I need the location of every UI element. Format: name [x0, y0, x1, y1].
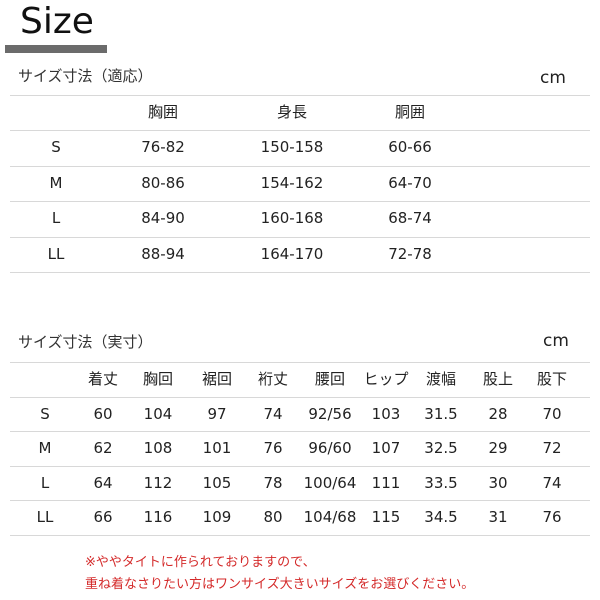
column-header: 裄丈 — [257, 370, 289, 388]
table-cell: 62 — [93, 439, 113, 458]
table-cell: 84-90 — [141, 209, 185, 228]
table-cell: 64 — [93, 473, 113, 492]
table-cell: 103 — [371, 404, 401, 423]
table-cell: 88-94 — [141, 244, 185, 263]
column-header: 胸囲 — [147, 103, 179, 121]
table-cell: 109 — [202, 508, 232, 527]
table-cell: 100/64 — [303, 473, 357, 492]
table-cell: 78 — [263, 473, 283, 492]
table-row: S 60 104 97 74 92/56 103 31.5 28 70 — [0, 397, 600, 432]
table-cell: 115 — [371, 508, 401, 527]
row-divider — [10, 535, 590, 536]
table-cell: 70 — [542, 404, 562, 423]
table-row: L 84-90 160-168 68-74 — [0, 201, 600, 236]
row-divider — [10, 465, 590, 467]
row-divider — [10, 201, 590, 203]
table-cell: 28 — [488, 404, 508, 423]
table-cell: 111 — [371, 473, 401, 492]
table-cell: 164-170 — [260, 244, 324, 263]
table-row: LL 66 116 109 80 104/68 115 34.5 31 76 — [0, 500, 600, 535]
size-label: L — [40, 473, 50, 492]
column-header: 着丈 — [87, 370, 119, 388]
column-header: 胴囲 — [394, 103, 426, 121]
column-header: 腰回 — [314, 370, 346, 388]
row-divider — [10, 130, 590, 132]
column-header: 渡幅 — [425, 370, 457, 388]
table-cell: 80 — [263, 508, 283, 527]
column-header: ヒップ — [363, 370, 409, 388]
row-divider — [10, 95, 590, 96]
size-label: L — [51, 209, 61, 228]
table-cell: 76 — [542, 508, 562, 527]
table-cell: 160-168 — [260, 209, 324, 228]
table-cell: 76 — [263, 439, 283, 458]
table-cell: 76-82 — [141, 138, 185, 157]
column-header: 胸回 — [142, 370, 174, 388]
row-divider — [10, 431, 590, 433]
table-cell: 80-86 — [141, 173, 185, 192]
table-cell: 32.5 — [424, 439, 458, 458]
table-cell: 104 — [143, 404, 173, 423]
actual-table-heading: サイズ寸法（実寸） — [18, 333, 153, 351]
table-cell: 101 — [202, 439, 232, 458]
table-row: M 62 108 101 76 96/60 107 32.5 29 72 — [0, 431, 600, 466]
table-cell: 33.5 — [424, 473, 458, 492]
table-cell: 60 — [93, 404, 113, 423]
title-underline-bar — [5, 45, 107, 53]
table-cell: 31 — [488, 508, 508, 527]
table-row: S 76-82 150-158 60-66 — [0, 130, 600, 165]
table-cell: 66 — [93, 508, 113, 527]
column-header: 股下 — [536, 370, 568, 388]
table-cell: 74 — [263, 404, 283, 423]
size-label: M — [38, 439, 52, 458]
table-cell: 96/60 — [308, 439, 352, 458]
row-divider — [10, 272, 590, 273]
table-cell: 31.5 — [424, 404, 458, 423]
table-row: LL 88-94 164-170 72-78 — [0, 237, 600, 272]
column-header: 股上 — [482, 370, 514, 388]
page-title: Size — [20, 1, 94, 42]
table-cell: 60-66 — [388, 138, 432, 157]
table-cell: 150-158 — [260, 138, 324, 157]
table-cell: 154-162 — [260, 173, 324, 192]
table-cell: 92/56 — [308, 404, 352, 423]
fit-table-unit: cm — [540, 68, 566, 88]
table-cell: 72-78 — [388, 244, 432, 263]
table-cell: 112 — [143, 473, 173, 492]
table-cell: 116 — [143, 508, 173, 527]
row-divider — [10, 236, 590, 238]
size-label: S — [40, 404, 50, 423]
row-divider — [10, 362, 590, 363]
note-line-2: 重ね着なさりたい方はワンサイズ大きいサイズをお選びください。 — [85, 577, 475, 592]
table-header-row: 胸囲 身長 胴囲 — [0, 95, 600, 130]
note-line-1: ※ややタイトに作られておりますので、 — [85, 555, 316, 570]
actual-table-unit: cm — [543, 331, 569, 351]
row-divider — [10, 165, 590, 167]
table-cell: 30 — [488, 473, 508, 492]
table-cell: 107 — [371, 439, 401, 458]
table-cell: 64-70 — [388, 173, 432, 192]
size-label: LL — [36, 508, 54, 527]
table-cell: 68-74 — [388, 209, 432, 228]
table-cell: 74 — [542, 473, 562, 492]
table-header-row: 着丈 胸回 裾回 裄丈 腰回 ヒップ 渡幅 股上 股下 — [0, 362, 600, 397]
column-header: 裾回 — [201, 370, 233, 388]
table-cell: 29 — [488, 439, 508, 458]
size-label: S — [51, 138, 61, 157]
size-label: M — [49, 173, 63, 192]
table-cell: 34.5 — [424, 508, 458, 527]
table-cell: 108 — [143, 439, 173, 458]
row-divider — [10, 396, 590, 398]
row-divider — [10, 500, 590, 502]
column-header: 身長 — [276, 103, 308, 121]
size-label: LL — [47, 244, 65, 263]
table-cell: 105 — [202, 473, 232, 492]
table-cell: 97 — [207, 404, 227, 423]
table-cell: 104/68 — [303, 508, 357, 527]
table-row: M 80-86 154-162 64-70 — [0, 166, 600, 201]
fit-table-heading: サイズ寸法（適応） — [18, 67, 153, 85]
table-row: L 64 112 105 78 100/64 111 33.5 30 74 — [0, 466, 600, 501]
table-cell: 72 — [542, 439, 562, 458]
